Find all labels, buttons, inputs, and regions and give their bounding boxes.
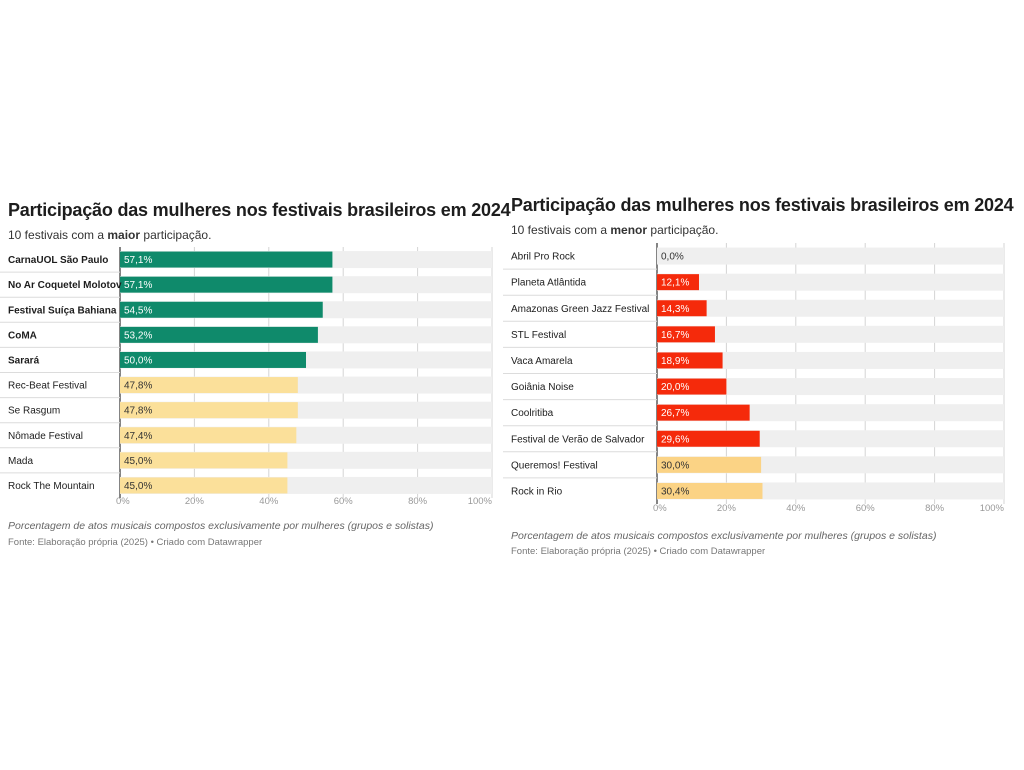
- category-label: Festival de Verão de Salvador: [511, 434, 645, 445]
- x-tick-label: 20%: [717, 503, 737, 514]
- x-tick-label: 0%: [116, 496, 130, 507]
- value-label: 16,7%: [661, 330, 689, 341]
- category-label: Planeta Atlântida: [511, 278, 586, 289]
- x-tick-label: 80%: [925, 503, 945, 514]
- bar: [120, 351, 306, 368]
- bar: [120, 326, 318, 343]
- category-label: Festival Suíça Bahiana: [8, 305, 117, 316]
- value-label: 54,5%: [124, 305, 152, 316]
- value-label: 47,8%: [124, 381, 152, 392]
- x-tick-label: 60%: [334, 496, 354, 507]
- x-tick-label: 100%: [980, 503, 1005, 514]
- chart-source: Fonte: Elaboração própria (2025) • Criad…: [511, 546, 766, 557]
- bar: [120, 427, 297, 444]
- value-label: 18,9%: [661, 356, 689, 367]
- value-label: 30,0%: [661, 460, 689, 471]
- bar-chart-svg: 0% 20% 40% 60% 80% 100% Abril Pro Rock 0,0% Plan…: [503, 243, 1005, 514]
- category-label: Vaca Amarela: [511, 356, 573, 367]
- category-label: CoMA: [8, 330, 37, 341]
- bar-background: [657, 325, 1004, 343]
- bar-chart-svg: 0% 20% 40% 60% 80% 100% CarnaUOL São Paulo 57,1…: [0, 247, 493, 507]
- category-label: No Ar Coquetel Molotov: [8, 280, 122, 291]
- x-tick-label: 0%: [653, 503, 667, 514]
- bar-background: [657, 299, 1004, 317]
- chart-note: Porcentagem de atos musicais compostos e…: [511, 530, 937, 542]
- bar: [657, 456, 762, 473]
- bar: [120, 402, 298, 419]
- category-label: CarnaUOL São Paulo: [8, 255, 108, 266]
- bar: [120, 452, 288, 469]
- category-label: Mada: [8, 456, 33, 467]
- value-label: 45,0%: [124, 481, 152, 492]
- chart-left: Participação das mulheres nos festivais …: [0, 195, 511, 555]
- chart-right: Participação das mulheres nos festivais …: [503, 190, 1024, 560]
- chart-source: Fonte: Elaboração própria (2025) • Criad…: [8, 537, 263, 548]
- chart-title: Participação das mulheres nos festivais …: [511, 195, 1014, 215]
- value-label: 47,8%: [124, 406, 152, 417]
- bar-background: [657, 378, 1004, 396]
- category-label: Queremos! Festival: [511, 460, 598, 471]
- category-label: STL Festival: [511, 330, 566, 341]
- bar-rows: Abril Pro Rock 0,0% Planeta Atlântida 12,1%…: [503, 247, 1004, 500]
- x-tick-label: 40%: [259, 496, 279, 507]
- bar: [120, 301, 323, 318]
- value-label: 30,4%: [661, 486, 689, 497]
- value-label: 29,6%: [661, 434, 689, 445]
- bar: [657, 300, 707, 317]
- x-tick-label: 20%: [185, 496, 205, 507]
- bar: [657, 274, 699, 291]
- chart-note: Porcentagem de atos musicais compostos e…: [8, 520, 434, 532]
- category-label: Se Rasgum: [8, 406, 60, 417]
- bar: [657, 482, 763, 499]
- x-tick-label: 100%: [468, 496, 493, 507]
- bar: [657, 378, 727, 395]
- bar: [120, 251, 333, 268]
- category-label: Rock The Mountain: [8, 481, 95, 492]
- value-label: 45,0%: [124, 456, 152, 467]
- category-label: Nômade Festival: [8, 431, 83, 442]
- bar: [657, 404, 750, 421]
- category-label: Sarará: [8, 355, 40, 366]
- bar-background: [657, 351, 1004, 369]
- bar-rows: CarnaUOL São Paulo 57,1%No Ar Coquetel Mo…: [0, 251, 492, 494]
- chart-subtitle: 10 festivais com a maior participação.: [8, 228, 212, 242]
- category-label: Coolritiba: [511, 408, 554, 419]
- category-label: Goiânia Noise: [511, 382, 574, 393]
- value-label: 26,7%: [661, 408, 689, 419]
- value-label: 57,1%: [124, 280, 152, 291]
- x-tick-label: 60%: [856, 503, 876, 514]
- value-label: 0,0%: [661, 252, 684, 263]
- bar-background: [657, 247, 1004, 265]
- category-label: Rec-Beat Festival: [8, 381, 87, 392]
- value-label: 47,4%: [124, 431, 152, 442]
- value-label: 14,3%: [661, 304, 689, 315]
- bar: [657, 352, 723, 369]
- bar: [657, 430, 760, 447]
- bar: [657, 326, 715, 343]
- category-label: Rock in Rio: [511, 486, 563, 497]
- value-label: 20,0%: [661, 382, 689, 393]
- bar: [120, 477, 288, 494]
- x-tick-label: 40%: [786, 503, 806, 514]
- category-label: Abril Pro Rock: [511, 252, 576, 263]
- chart-subtitle: 10 festivais com a menor participação.: [511, 223, 719, 237]
- value-label: 12,1%: [661, 278, 689, 289]
- value-label: 50,0%: [124, 355, 152, 366]
- chart-title: Participação das mulheres nos festivais …: [8, 200, 511, 220]
- bar: [120, 377, 298, 394]
- value-label: 53,2%: [124, 330, 152, 341]
- x-tick-label: 80%: [408, 496, 428, 507]
- bar-background: [657, 273, 1004, 291]
- category-label: Amazonas Green Jazz Festival: [511, 304, 649, 315]
- value-label: 57,1%: [124, 255, 152, 266]
- bar: [120, 276, 333, 293]
